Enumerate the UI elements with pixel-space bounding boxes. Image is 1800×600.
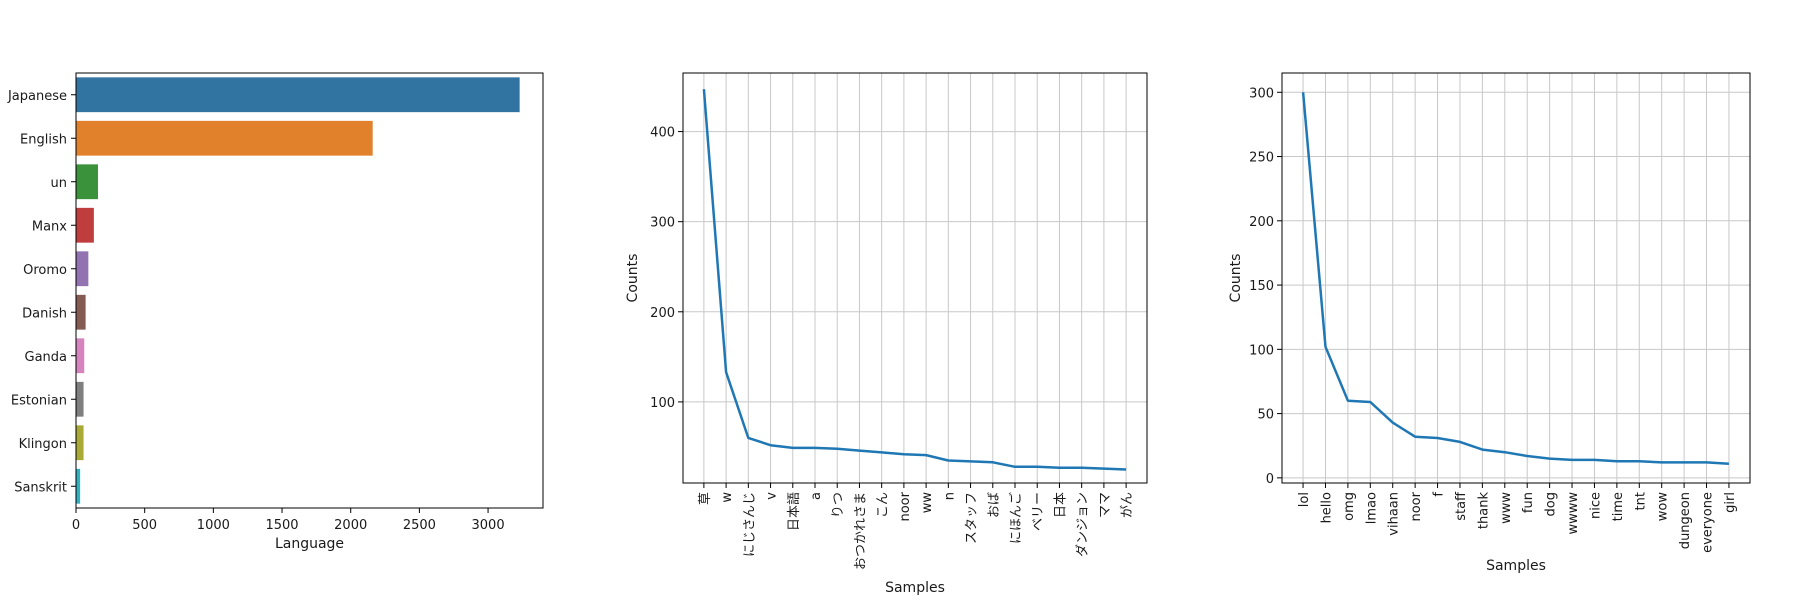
x-tick-label: 2500 bbox=[403, 518, 436, 533]
y-tick-label: 250 bbox=[1249, 151, 1274, 166]
bar-english bbox=[76, 120, 373, 156]
x-tick-label: おば bbox=[987, 492, 1002, 518]
bar-manx bbox=[76, 207, 94, 243]
bar-ganda bbox=[76, 338, 85, 374]
japanese-word-frequency-chart: 100 200 300 400 草 w にじさんじ v 日本語 a りつ おつかれさま こん noor ww… bbox=[625, 72, 1148, 596]
y-tick-label: English bbox=[20, 132, 67, 147]
x-tick-label: こん bbox=[876, 492, 891, 518]
plot-frame bbox=[682, 72, 1148, 484]
x-tick-label: wow bbox=[1656, 492, 1671, 522]
y-tick-label: un bbox=[51, 176, 67, 191]
x-tick-label: ママ bbox=[1098, 492, 1113, 518]
bar-klingon bbox=[76, 425, 84, 461]
y-tick-label: 150 bbox=[1249, 279, 1274, 294]
x-tick-label: スタッフ bbox=[965, 492, 980, 544]
x-tick-label: 日本 bbox=[1053, 492, 1068, 518]
y-tick-label: 50 bbox=[1257, 408, 1274, 423]
bar-japanese bbox=[76, 77, 520, 113]
y-tick-label: 300 bbox=[650, 216, 675, 231]
x-tick-label: がん bbox=[1120, 492, 1135, 518]
x-tick-label: dog bbox=[1544, 492, 1559, 516]
x-tick-label: everyone bbox=[1701, 492, 1716, 553]
bar-oromo bbox=[76, 251, 89, 287]
x-tick-label: hello bbox=[1319, 492, 1334, 523]
x-tick-label: 3000 bbox=[472, 518, 505, 533]
bar-sanskrit bbox=[76, 468, 81, 504]
y-tick-label: 400 bbox=[650, 126, 675, 141]
x-tick-label: f bbox=[1432, 492, 1447, 497]
x-tick-label: vihaan bbox=[1387, 492, 1402, 536]
y-tick-label: Ganda bbox=[25, 350, 68, 365]
x-tick-label: 500 bbox=[132, 518, 157, 533]
language-bar-chart: Japanese English un Manx Oromo Danish Ganda Est… bbox=[7, 72, 544, 552]
x-tick-label: lol bbox=[1297, 492, 1312, 507]
x-tick-label: にじさんじ bbox=[742, 492, 757, 557]
x-tick-label: n bbox=[942, 492, 957, 500]
bar-estonian bbox=[76, 381, 84, 417]
x-tick-label: noor bbox=[898, 491, 913, 521]
x-tick-label: tnt bbox=[1633, 492, 1648, 510]
x-tick-label: nice bbox=[1588, 492, 1603, 519]
y-tick-label: 200 bbox=[650, 306, 675, 321]
x-tick-label: 1000 bbox=[197, 518, 230, 533]
bar-danish bbox=[76, 294, 86, 330]
x-tick-label: fun bbox=[1521, 492, 1536, 513]
x-tick-label: omg bbox=[1342, 492, 1357, 521]
x-tick-label: staff bbox=[1454, 491, 1469, 521]
x-axis-label: Language bbox=[275, 536, 344, 552]
x-tick-label: wwww bbox=[1566, 492, 1581, 535]
y-tick-label: 300 bbox=[1249, 86, 1274, 101]
x-tick-label: 日本語 bbox=[786, 492, 802, 531]
x-tick-label: 2000 bbox=[334, 518, 367, 533]
x-tick-label: 1500 bbox=[265, 518, 298, 533]
x-tick-label: v bbox=[765, 492, 780, 500]
y-tick-label: Klingon bbox=[19, 437, 67, 452]
x-tick-label: a bbox=[809, 492, 824, 500]
x-axis-label: Samples bbox=[885, 580, 945, 596]
x-tick-label: ダンジョン bbox=[1076, 492, 1091, 557]
y-tick-label: 0 bbox=[1266, 472, 1274, 487]
x-tick-label: www bbox=[1499, 492, 1514, 524]
series-line bbox=[702, 89, 1127, 471]
x-tick-label: dungeon bbox=[1678, 492, 1693, 549]
x-tick-label: noor bbox=[1409, 491, 1424, 521]
x-axis-label: Samples bbox=[1486, 558, 1546, 574]
x-tick-label: lmao bbox=[1364, 492, 1379, 524]
x-tick-label: 草 bbox=[698, 492, 713, 505]
y-tick-label: 100 bbox=[650, 396, 675, 411]
x-tick-label: thank bbox=[1476, 492, 1491, 530]
x-tick-label: 0 bbox=[72, 518, 80, 533]
x-tick-label: ベリー bbox=[1031, 492, 1046, 531]
plot-frame bbox=[1281, 72, 1751, 484]
x-tick-label: girl bbox=[1723, 492, 1738, 513]
plot-frame bbox=[75, 72, 544, 509]
x-tick-label: りつ bbox=[831, 492, 846, 518]
y-tick-label: Oromo bbox=[23, 263, 67, 278]
y-tick-label: Estonian bbox=[11, 393, 67, 408]
y-axis-label: Counts bbox=[625, 254, 641, 303]
x-tick-label: w bbox=[720, 492, 735, 503]
x-tick-label: time bbox=[1611, 492, 1626, 521]
y-axis-label: Counts bbox=[1228, 254, 1244, 303]
x-tick-label: おつかれさま bbox=[853, 492, 868, 570]
y-tick-label: 200 bbox=[1249, 215, 1274, 230]
y-tick-label: Japanese bbox=[7, 89, 67, 104]
y-tick-label: 100 bbox=[1249, 343, 1274, 358]
series-line bbox=[1301, 92, 1729, 465]
y-tick-label: Manx bbox=[32, 219, 67, 234]
x-tick-label: ww bbox=[920, 492, 935, 514]
x-tick-label: にほんご bbox=[1008, 492, 1024, 544]
y-tick-label: Danish bbox=[22, 306, 67, 321]
y-tick-label: Sanskrit bbox=[14, 480, 67, 495]
bar-un bbox=[76, 164, 98, 200]
